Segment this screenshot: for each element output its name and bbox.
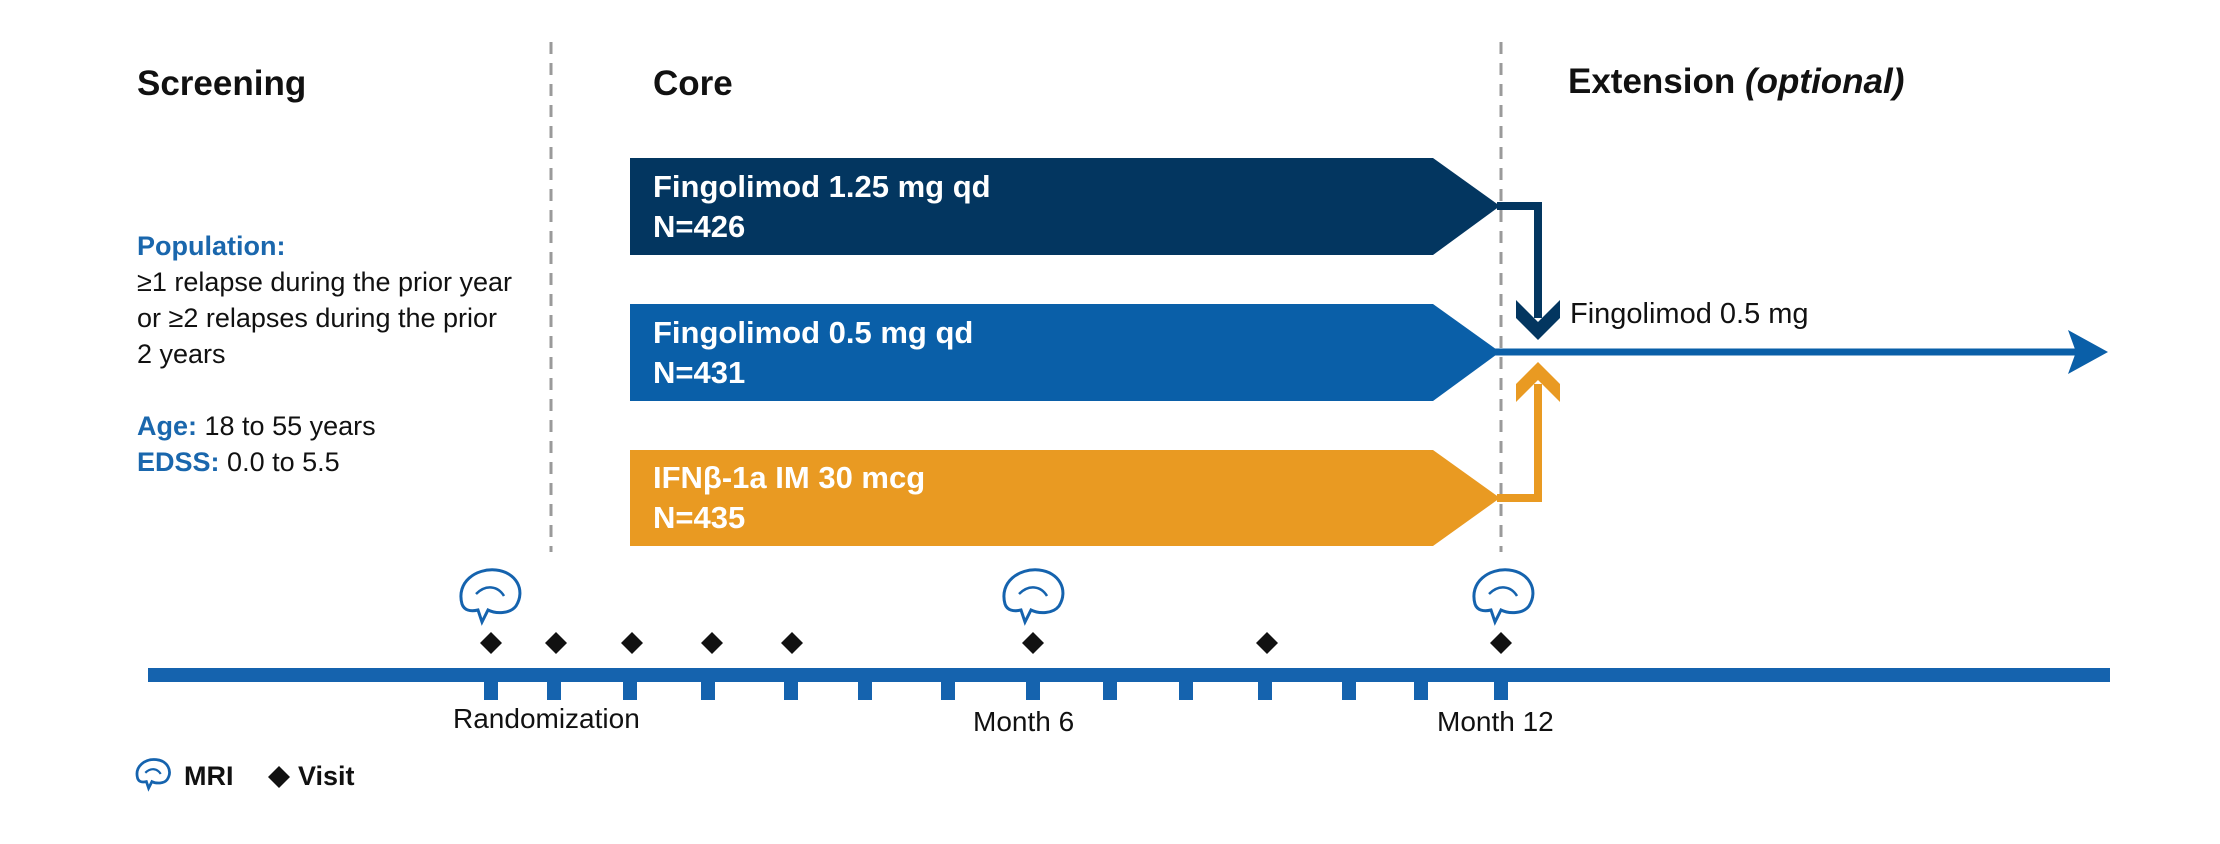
crossover-arrow-high-dose [1497,202,1542,318]
arm-n-1: N=426 [653,209,746,244]
legend-visit-label: Visit [298,761,355,791]
arm-bar-2 [630,304,1500,401]
timeline-label-month6: Month 6 [973,706,1075,737]
brain-mri-icon [459,568,522,626]
edss-value: 0.0 to 5.5 [227,447,340,477]
timeline-tick [623,680,637,700]
visit-diamond-icon [545,632,567,654]
legend-visit-diamond-icon [268,766,290,788]
brain-mri-icon [1002,568,1065,626]
timeline-tick [784,680,798,700]
visit-diamond-icon [1022,632,1044,654]
timeline-tick [858,680,872,700]
age-label: Age: [137,411,197,441]
crossover-arrow-ifn [1497,384,1542,502]
arm-label-1: Fingolimod 1.25 mg qd N=426 [653,167,991,247]
legend-mri-icon [135,758,171,792]
timeline-label-month12: Month 12 [1437,706,1554,737]
timeline-tick [1258,680,1272,700]
arm-drug-2: Fingolimod 0.5 mg qd [653,315,974,350]
population-criteria: Population: ≥1 relapse during the prior … [137,228,512,480]
visit-diamond-icon [781,632,803,654]
population-line-2: or ≥2 relapses during the prior [137,303,498,333]
visit-diamond-icon [1256,632,1278,654]
population-line-1: ≥1 relapse during the prior year [137,267,513,297]
timeline-tick [547,680,561,700]
legend-mri-label: MRI [184,761,234,791]
timeline-ticks [484,680,1508,700]
extension-optional-label: (optional) [1745,62,1905,101]
timeline-label-randomization: Randomization [453,703,640,734]
crossover-arrowhead-ifn [1516,362,1560,402]
arm-drug-3: IFNβ-1a IM 30 mcg [653,460,926,495]
extension-arrowhead [2068,330,2108,374]
crossover-arrowhead-high-dose [1516,300,1560,340]
timeline-tick [1494,680,1508,700]
population-spacer [137,372,512,408]
timeline-tick [1026,680,1040,700]
visit-diamond-icon [621,632,643,654]
phase-title-screening: Screening [137,64,307,103]
age-criterion: Age: 18 to 55 years [137,408,512,444]
timeline-tick [701,680,715,700]
timeline-tick [1103,680,1117,700]
timeline-tick [484,680,498,700]
timeline-tick [1342,680,1356,700]
arm-drug-1: Fingolimod 1.25 mg qd [653,169,991,204]
arm-bar-1 [630,158,1500,255]
phase-title-core: Core [653,64,733,103]
extension-label: Extension [1568,62,1736,101]
mri-markers [459,568,1535,626]
edss-criterion: EDSS: 0.0 to 5.5 [137,444,512,480]
timeline-tick [1414,680,1428,700]
age-value: 18 to 55 years [204,411,376,441]
visit-diamond-icon [1490,632,1512,654]
arm-n-2: N=431 [653,355,746,390]
arm-label-2: Fingolimod 0.5 mg qd N=431 [653,313,973,393]
arm-label-3: IFNβ-1a IM 30 mcg N=435 [653,458,925,538]
visit-diamond-icon [701,632,723,654]
visit-diamond-icon [480,632,502,654]
extension-arm-label: Fingolimod 0.5 mg [1570,298,1809,330]
population-heading: Population: [137,231,286,261]
timeline-tick [1179,680,1193,700]
arm-bar-3 [630,450,1500,546]
arm-n-3: N=435 [653,500,746,535]
timeline-bar [148,668,2110,682]
visit-markers [480,632,1512,654]
population-line-3: 2 years [137,339,226,369]
timeline-tick [941,680,955,700]
brain-mri-icon [1472,568,1535,626]
edss-label: EDSS: [137,447,220,477]
phase-title-extension: Extension (optional) [1568,62,1904,102]
